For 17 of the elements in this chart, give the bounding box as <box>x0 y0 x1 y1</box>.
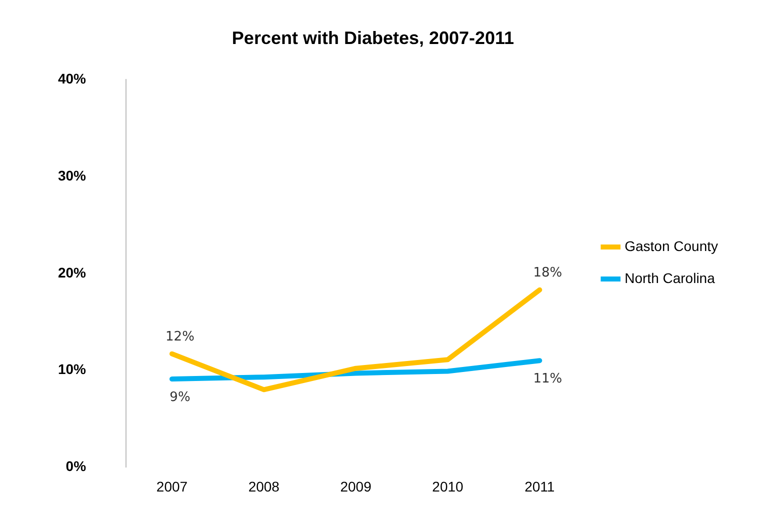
y-tick-label: 20% <box>58 264 87 280</box>
x-tick-label: 2009 <box>340 478 372 494</box>
y-tick-label: 0% <box>66 458 87 474</box>
data-label: 11% <box>533 371 562 386</box>
x-tick-label: 2011 <box>524 478 555 494</box>
legend-label: Gaston County <box>624 238 718 254</box>
y-tick-label: 40% <box>58 70 87 86</box>
chart-title: Percent with Diabetes, 2007-2011 <box>232 28 514 48</box>
x-tick-label: 2007 <box>156 478 188 494</box>
x-tick-label: 2010 <box>432 478 464 494</box>
legend-label: North Carolina <box>624 270 716 286</box>
y-tick-label: 30% <box>58 167 87 184</box>
y-tick-label: 10% <box>58 361 87 378</box>
data-label: 9% <box>170 390 190 405</box>
data-label: 18% <box>533 266 562 281</box>
data-label: 12% <box>166 330 194 345</box>
x-tick-label: 2008 <box>248 478 280 494</box>
